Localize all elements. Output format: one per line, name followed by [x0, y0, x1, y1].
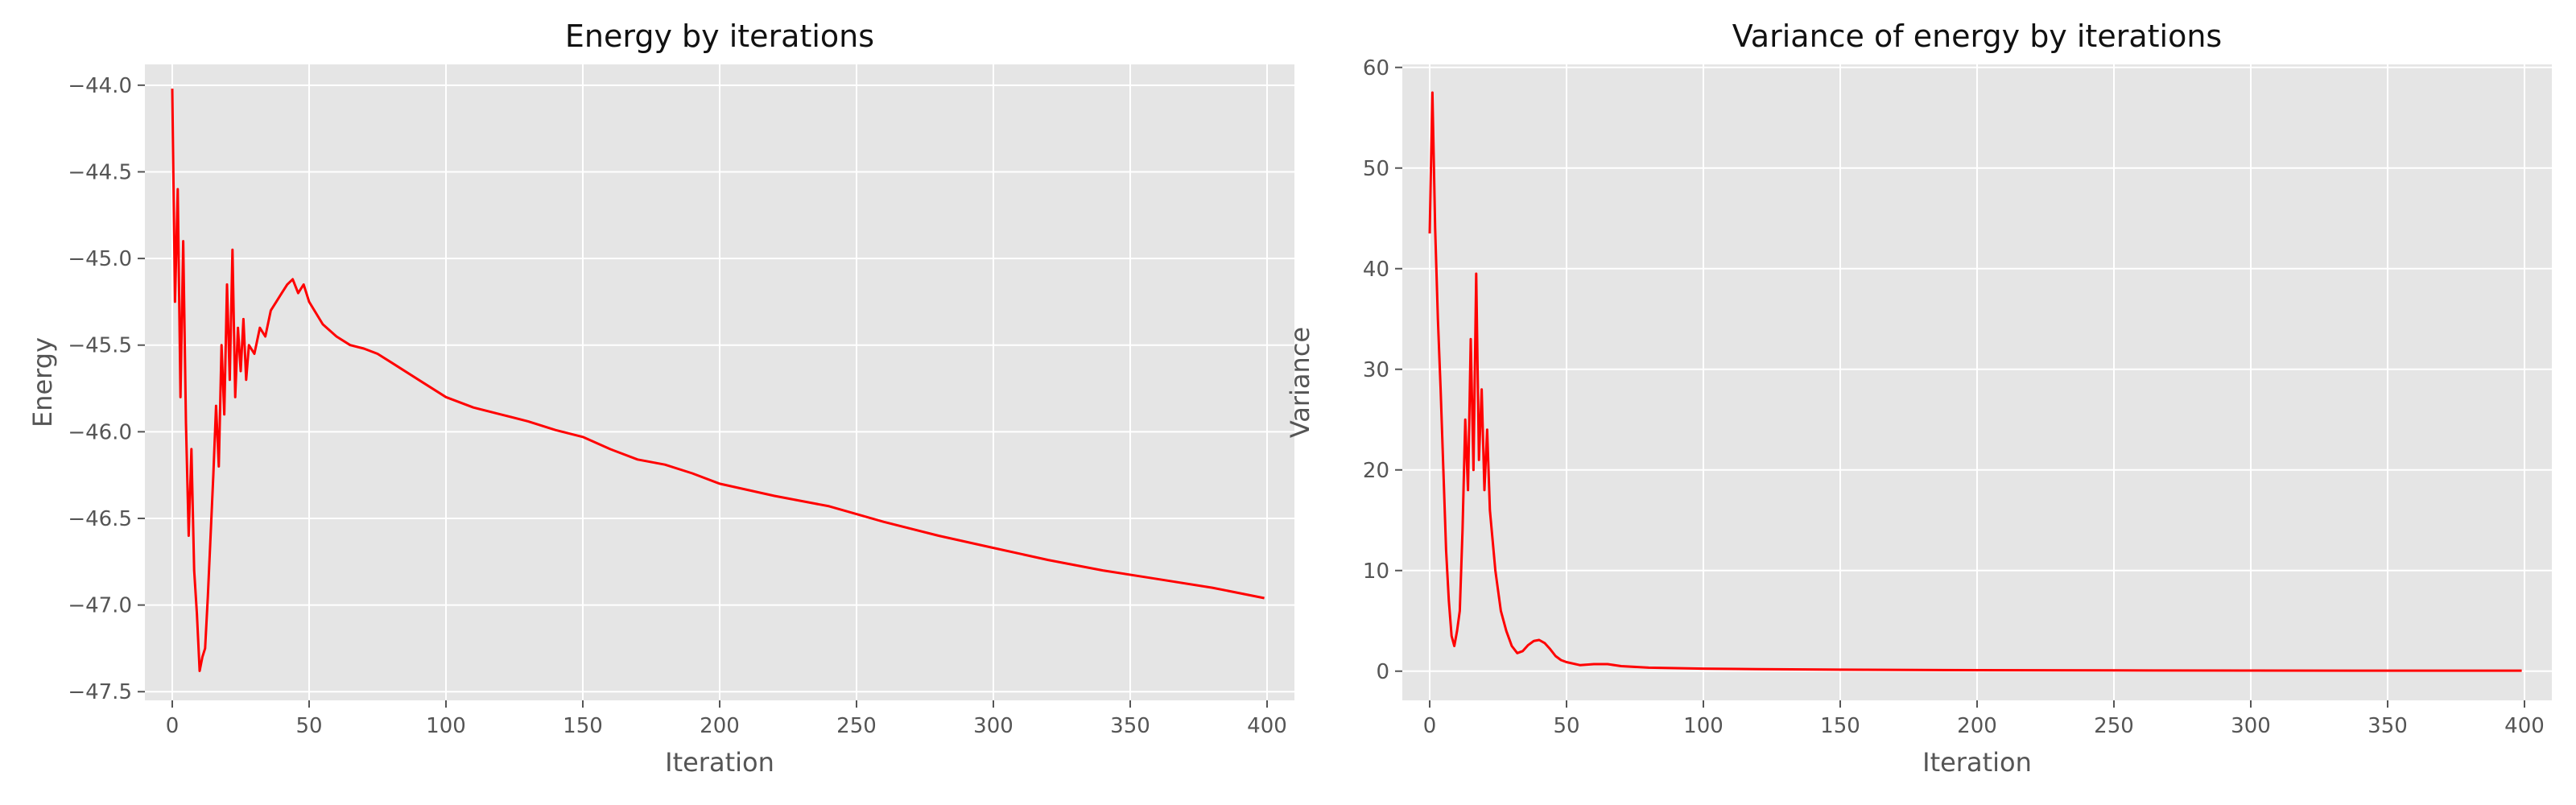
chart-0-x-tick-label: 300	[973, 714, 1013, 738]
chart-0-y-tick-label: −47.0	[68, 594, 132, 618]
chart-0-y-tick-label: −44.5	[68, 160, 132, 184]
chart-1-y-axis-label: Variance	[1285, 327, 1315, 438]
chart-0-y-axis-label: Energy	[27, 337, 58, 427]
chart-0-x-tick-label: 0	[166, 714, 180, 738]
chart-0-title: Energy by iterations	[565, 19, 874, 54]
chart-1-x-axis-label: Iteration	[1922, 747, 2032, 778]
chart-1-y-tick-label: 10	[1363, 559, 1389, 584]
chart-1-y-tick-label: 40	[1363, 258, 1389, 282]
energy-chart: 0 50 100 150 200 250 300 350 400 −47.5 −47.0 −46.5 −…	[27, 19, 1294, 778]
chart-0-x-axis-label: Iteration	[665, 747, 774, 778]
chart-1-y-tick-label: 0	[1376, 660, 1389, 684]
chart-1-y-tick-label: 30	[1363, 358, 1389, 382]
chart-1-series-line	[1428, 91, 2522, 672]
chart-0-x-tick-label: 400	[1247, 714, 1287, 738]
chart-1-y-tick-label: 60	[1363, 56, 1389, 80]
chart-0-y-tick-label: −45.5	[68, 334, 132, 358]
chart-0-x-tick-label: 200	[700, 714, 740, 738]
chart-1-x-tick-label: 50	[1553, 714, 1579, 738]
chart-0-x-tick-label: 50	[295, 714, 322, 738]
chart-1-y-tick-label: 50	[1363, 157, 1389, 181]
chart-0-x-tick-label: 150	[563, 714, 603, 738]
chart-1-x-tick-label: 200	[1957, 714, 1997, 738]
chart-1-x-tick-label: 0	[1423, 714, 1437, 738]
chart-0-y-tick-label: −46.0	[68, 420, 132, 444]
chart-1-x-tick-label: 100	[1683, 714, 1724, 738]
chart-0-x-tick-label: 350	[1110, 714, 1150, 738]
chart-1-x-tick-label: 400	[2504, 714, 2545, 738]
chart-0-series-line	[171, 89, 1265, 672]
chart-1-title: Variance of energy by iterations	[1732, 19, 2222, 54]
chart-1-x-tick-label: 350	[2368, 714, 2408, 738]
variance-chart: 0 50 100 150 200 250 300 350 400 0 10 20 30 40 50 60 Var…	[1285, 19, 2552, 778]
chart-0-y-tick-label: −47.5	[68, 680, 132, 704]
chart-0-y-tick-label: −44.0	[68, 74, 132, 98]
chart-0-x-tick-label: 100	[426, 714, 466, 738]
chart-1-x-tick-label: 250	[2094, 714, 2134, 738]
chart-0-y-tick-label: −45.0	[68, 247, 132, 271]
chart-1-y-tick-label: 20	[1363, 459, 1389, 483]
chart-0-x-tick-label: 250	[836, 714, 877, 738]
chart-1-x-tick-label: 300	[2231, 714, 2271, 738]
chart-0-y-tick-label: −46.5	[68, 507, 132, 531]
chart-1-x-tick-label: 150	[1820, 714, 1860, 738]
